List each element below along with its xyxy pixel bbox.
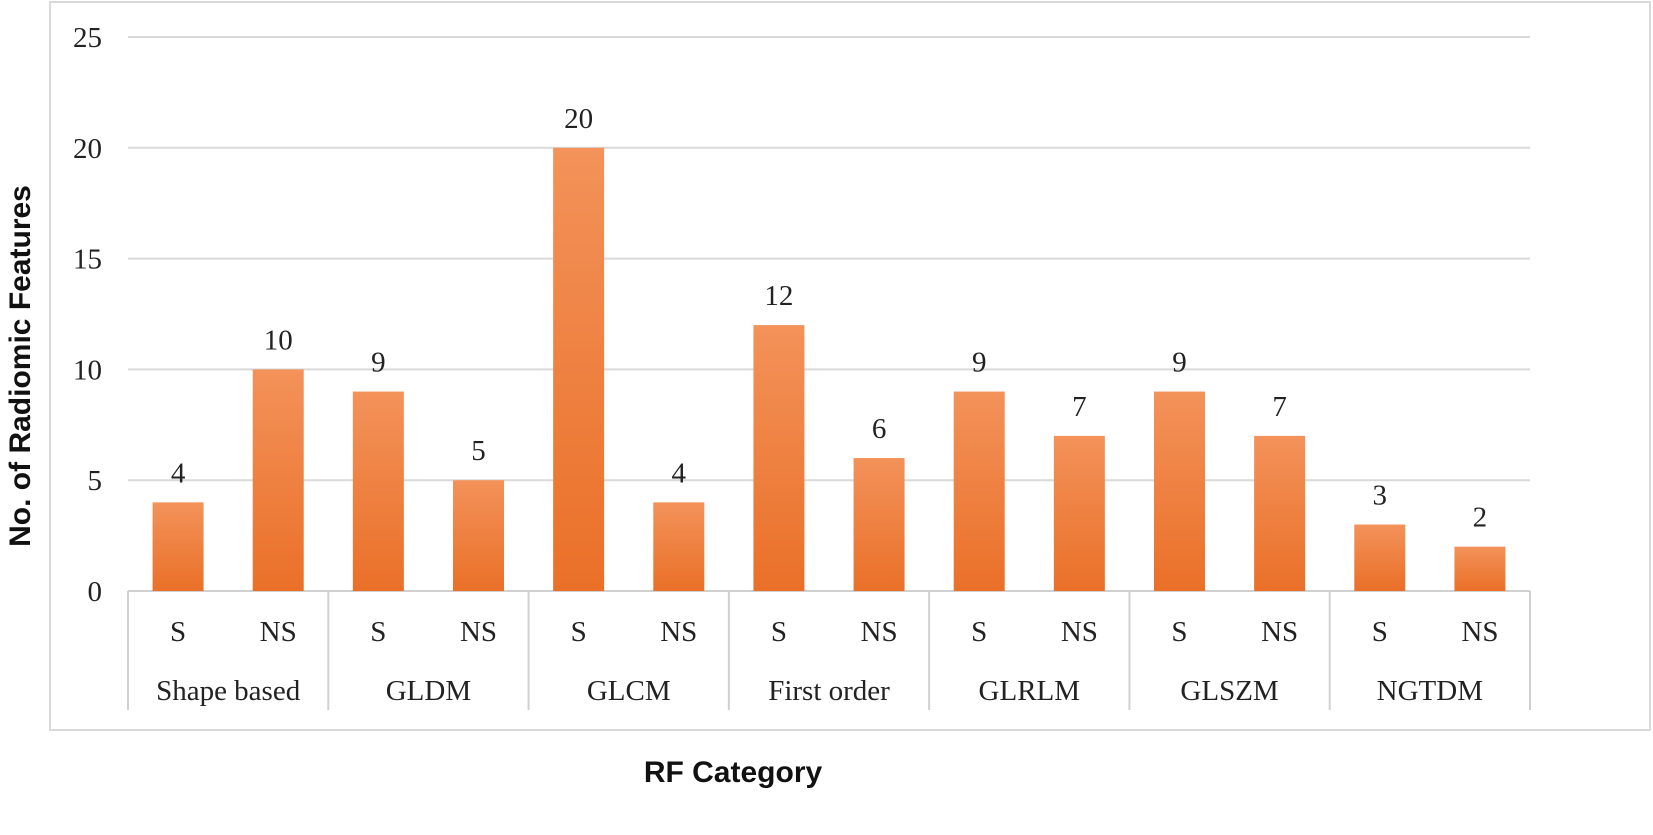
category-label: GLRLM (979, 675, 1081, 707)
x-tick-label: NS (1061, 616, 1098, 648)
x-tick-label: NS (861, 616, 898, 648)
data-label: 7 (1272, 391, 1287, 423)
data-label: 10 (264, 324, 293, 356)
x-tick-label: S (1171, 616, 1187, 648)
bar (953, 391, 1005, 591)
data-label: 9 (972, 347, 987, 379)
y-tick-label: 10 (73, 354, 102, 386)
data-label: 9 (1172, 347, 1187, 379)
category-label: GLCM (587, 675, 671, 707)
data-label: 4 (672, 457, 687, 489)
chart-frame (49, 1, 1651, 731)
x-tick-label: S (571, 616, 587, 648)
y-tick-label: 15 (73, 244, 102, 276)
y-axis-ticks: 0 5 10 15 20 25 (73, 22, 102, 608)
bars (152, 147, 1506, 592)
category-label: GLSZM (1180, 675, 1278, 707)
bar (853, 458, 905, 591)
x-tick-label: S (971, 616, 987, 648)
data-label: 4 (171, 457, 186, 489)
x-tick-label: S (170, 616, 186, 648)
category-label: First order (768, 675, 890, 707)
y-tick-label: 0 (88, 576, 103, 608)
x-tick-label: NS (460, 616, 497, 648)
bar (653, 502, 705, 591)
bar (453, 480, 504, 591)
bar (252, 369, 304, 591)
data-label: 6 (872, 413, 887, 445)
x-tick-label: S (771, 616, 787, 648)
data-label: 7 (1072, 391, 1087, 423)
x-axis-title: RF Category (644, 756, 823, 789)
data-labels: 4 10 9 5 20 4 12 6 9 7 9 7 3 2 (171, 103, 1487, 534)
x-tick-label: S (1372, 616, 1388, 648)
bar (1053, 435, 1105, 591)
x-tick-label: NS (260, 616, 297, 648)
bar (1454, 546, 1506, 591)
y-tick-label: 20 (73, 133, 102, 165)
bar (1254, 435, 1306, 591)
bar (1354, 524, 1406, 591)
bar (152, 502, 204, 591)
y-tick-label: 25 (73, 22, 102, 54)
gridlines (128, 36, 1530, 592)
bar (352, 391, 404, 591)
data-label: 12 (764, 280, 793, 312)
y-tick-label: 5 (88, 465, 103, 497)
category-label: Shape based (156, 675, 301, 707)
data-label: 5 (471, 435, 486, 467)
x-tick-label: NS (1261, 616, 1298, 648)
data-label: 9 (371, 347, 386, 379)
bar (553, 147, 605, 592)
data-label: 3 (1373, 480, 1388, 512)
category-label: GLDM (386, 675, 471, 707)
x-tick-label: NS (1461, 616, 1498, 648)
category-label: NGTDM (1377, 675, 1483, 707)
x-tick-label: S (370, 616, 386, 648)
bar (1154, 391, 1205, 591)
x-tick-label: NS (660, 616, 697, 648)
y-axis-title: No. of Radiomic Features (4, 185, 37, 547)
data-label: 2 (1473, 502, 1488, 534)
data-label: 20 (564, 103, 593, 135)
bar (753, 325, 805, 591)
